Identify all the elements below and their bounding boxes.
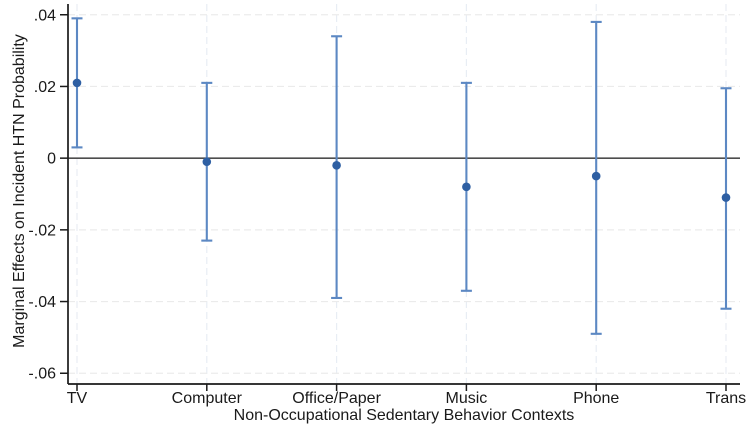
data-point-marker <box>462 182 471 192</box>
y-tick-label: -.02 <box>28 222 56 239</box>
data-point-marker <box>332 161 341 170</box>
data-point-marker <box>72 78 82 88</box>
y-tick-label: 0 <box>47 151 56 168</box>
y-tick-label: -.04 <box>28 294 56 311</box>
data-point-marker <box>202 157 212 167</box>
y-axis-title: Marginal Effects on Incident HTN Probabi… <box>11 34 28 348</box>
x-tick-label: Phone <box>573 390 619 407</box>
x-tick-label: Office/Paper <box>292 390 381 407</box>
x-tick-label: TV <box>67 390 88 407</box>
x-axis-title: Non-Occupational Sedentary Behavior Cont… <box>233 407 575 424</box>
data-point-marker <box>591 171 601 181</box>
y-tick-label: .02 <box>34 79 56 96</box>
y-tick-label: -.06 <box>28 366 56 383</box>
x-tick-label: Trans <box>706 390 746 407</box>
x-tick-label: Computer <box>172 390 243 407</box>
x-tick-label: Music <box>446 390 488 407</box>
y-tick-label: .04 <box>34 7 56 24</box>
data-point-marker <box>721 193 731 202</box>
